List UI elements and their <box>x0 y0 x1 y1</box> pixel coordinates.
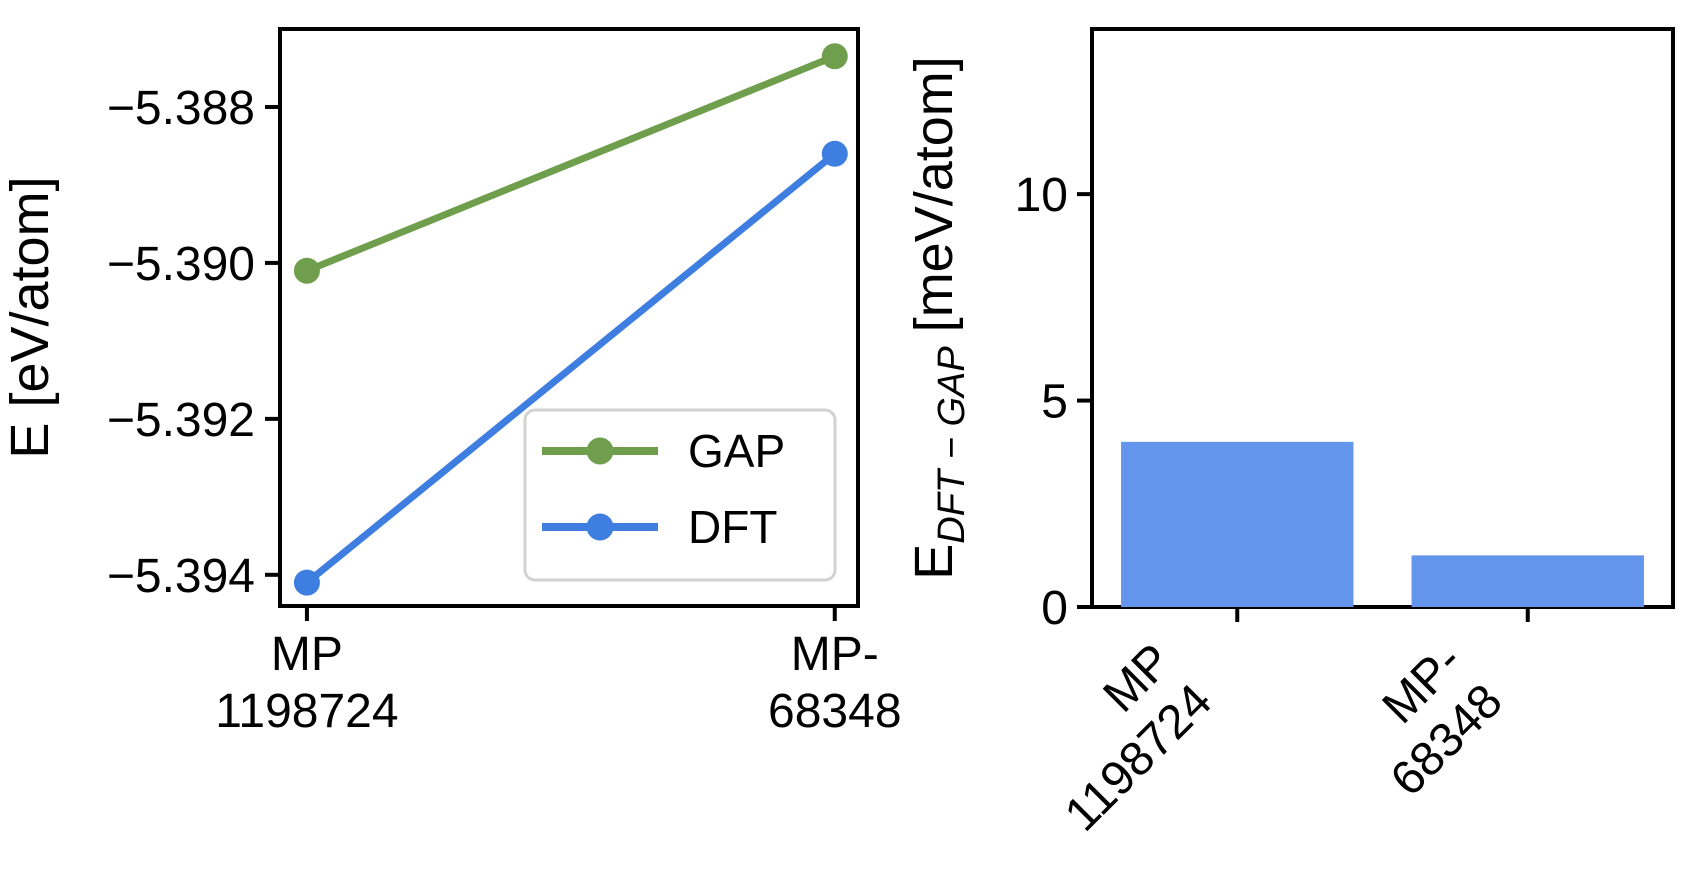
left-y-axis-label: E [eV/atom] <box>0 176 60 458</box>
y-tick-label: 0 <box>1041 582 1068 635</box>
bar-mp-68348 <box>1411 555 1644 607</box>
x-tick-label: MP-68348 <box>768 628 901 738</box>
gap-marker <box>293 257 320 284</box>
dft-marker <box>293 569 320 596</box>
legend-dft-label: DFT <box>688 501 777 553</box>
gap-line <box>303 52 839 275</box>
y-tick-label: −5.388 <box>107 82 255 135</box>
gap-marker <box>821 43 848 70</box>
dft-marker <box>821 140 848 167</box>
right-y-axis-label: EDFT − GAP[meV/atom] <box>904 56 973 580</box>
legend-dft-marker <box>586 513 614 541</box>
x-tick-label-rotated: MP-68348 <box>1341 634 1513 806</box>
energy-plot-frame <box>278 27 860 608</box>
legend-gap-marker <box>586 437 614 465</box>
bar-mp1198724 <box>1121 441 1354 607</box>
x-tick-label-rotated: MP1198724 <box>1015 634 1222 841</box>
y-tick-label: −5.394 <box>107 550 255 603</box>
y-tick-label: 5 <box>1041 376 1068 429</box>
y-tick-label: −5.392 <box>107 394 255 447</box>
y-tick-label: 10 <box>1015 169 1068 222</box>
legend-gap-label: GAP <box>688 425 785 477</box>
y-tick-label: −5.390 <box>107 238 255 291</box>
x-tick-label: MP 1198724 <box>215 628 398 738</box>
dft-line <box>303 150 839 587</box>
error-plot-frame <box>1090 27 1675 609</box>
legend-box <box>523 408 837 582</box>
